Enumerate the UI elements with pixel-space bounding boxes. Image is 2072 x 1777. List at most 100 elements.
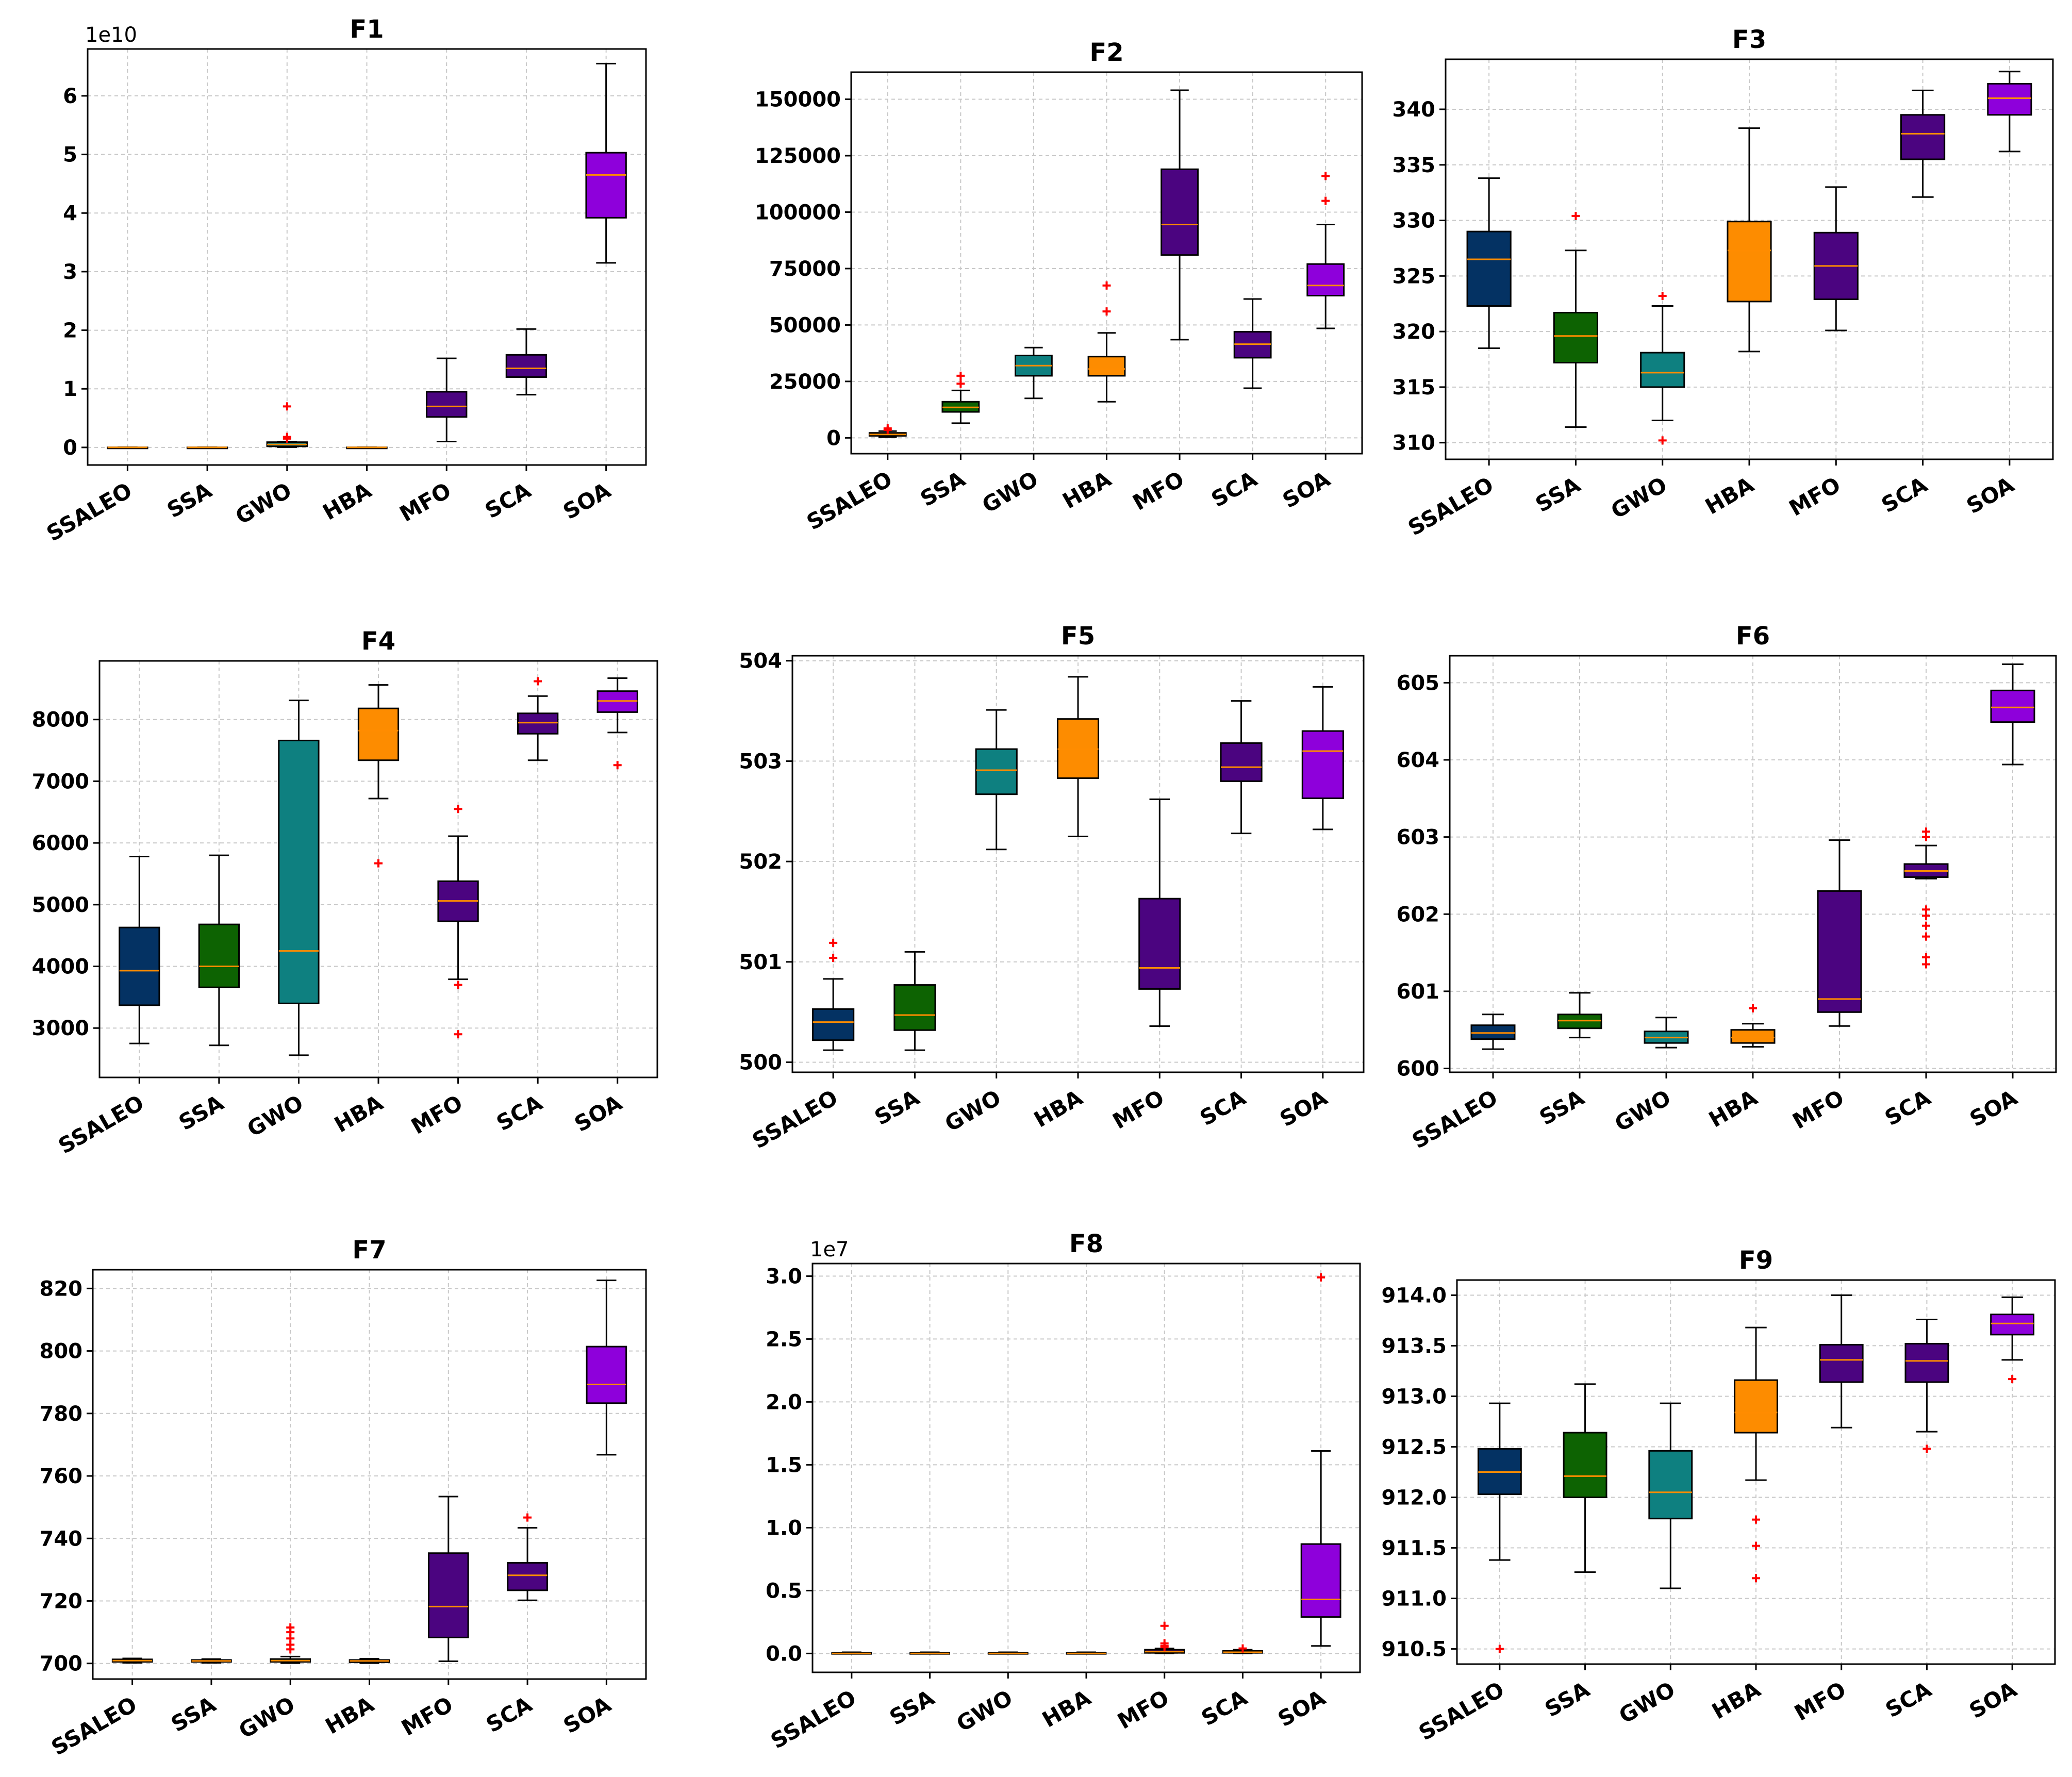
y-tick-label: 125000 [755, 144, 841, 168]
outlier [454, 1030, 462, 1039]
box-soa [1987, 71, 2032, 153]
subplot-f5: 500 501 502 503 504 SSALEO SSA GWO HBA MFO SCA SOA F… [739, 622, 1365, 1154]
box-sca [1903, 827, 1949, 969]
outlier [286, 1623, 295, 1632]
box-body [426, 391, 468, 418]
x-tick-label: GWO [1611, 1085, 1675, 1137]
y-tick-label: 2.0 [766, 1390, 802, 1414]
outlier [2008, 1375, 2017, 1384]
y-tick-label: 780 [40, 1402, 83, 1426]
x-tick-label: SOA [1273, 1685, 1330, 1732]
box-body [1563, 1432, 1607, 1499]
box-gwo [987, 1651, 1029, 1655]
y-tick-label: 602 [1397, 903, 1440, 926]
outlier [1922, 960, 1930, 969]
x-tick-label: SSALEO [42, 477, 136, 546]
outlier [956, 379, 965, 388]
y-tick-label: 3000 [32, 1017, 89, 1040]
box-sca [1900, 89, 1946, 198]
y-tick-label: 100000 [755, 201, 841, 224]
y-tick-label: 8000 [32, 708, 89, 732]
box-mfo [1144, 1621, 1185, 1654]
y-tick-label: 5 [63, 143, 77, 167]
box-body [1734, 1379, 1778, 1434]
x-tick-label: SOA [1965, 1085, 2021, 1132]
outlier [1238, 1644, 1247, 1653]
y-tick-label: 820 [40, 1277, 83, 1301]
box-body [812, 1008, 855, 1041]
x-tick-label: MFO [1129, 466, 1188, 516]
x-tick-label: HBA [330, 1090, 387, 1138]
x-tick-label: HBA [1704, 1085, 1762, 1133]
y-tick-label: 3 [63, 260, 77, 284]
box-body [278, 739, 320, 1004]
x-tick-label: SSA [1540, 1676, 1594, 1722]
box-body [1987, 82, 2032, 116]
outlier [1922, 911, 1930, 920]
box-gwo [266, 402, 308, 448]
box-body [1817, 890, 1862, 1013]
box-soa [1990, 1296, 2035, 1384]
box-ssaleo [1466, 177, 1512, 349]
y-tick-label: 700 [40, 1652, 83, 1676]
x-tick-label: SSALEO [802, 466, 896, 535]
y-tick-label: 0 [826, 426, 841, 450]
box-body [1138, 898, 1181, 990]
x-tick-label: SSA [1535, 1085, 1589, 1130]
box-mfo [426, 357, 468, 443]
box-body [357, 707, 400, 761]
subplot-f9: 910.5 911.0 911.5 912.0 912.5 913.0 913.5 914.0… [1381, 1246, 2056, 1746]
box-sca [505, 328, 548, 396]
y-tick-label: 325 [1393, 264, 1436, 288]
subplot-title: F2 [1089, 38, 1123, 67]
box-soa [1300, 1273, 1341, 1647]
outlier [1321, 172, 1330, 180]
y-tick-label: 50000 [769, 313, 841, 337]
box-hba [357, 684, 400, 868]
outlier [1752, 1515, 1760, 1524]
box-body [1727, 221, 1772, 303]
x-tick-label: HBA [1038, 1685, 1095, 1733]
box-mfo [1138, 798, 1181, 1027]
box-mfo [427, 1496, 469, 1662]
subplot-title: F6 [1736, 622, 1770, 651]
outlier [1752, 1541, 1760, 1550]
box-soa [585, 62, 627, 264]
y-tick-label: 502 [739, 850, 783, 874]
box-body [427, 1552, 469, 1638]
outlier [829, 954, 838, 962]
box-ssa [1563, 1383, 1607, 1573]
x-tick-label: GWO [1615, 1676, 1679, 1729]
y-tick-label: 3.0 [766, 1265, 802, 1288]
x-tick-label: SOA [570, 1090, 626, 1137]
box-ssa [1553, 211, 1599, 428]
box-body [198, 923, 240, 988]
box-gwo [270, 1623, 311, 1664]
x-tick-label: SCA [1196, 1085, 1250, 1131]
box-sca [1220, 700, 1263, 835]
box-hba [1056, 676, 1100, 837]
box-body [1220, 742, 1263, 782]
x-tick-label: SSA [916, 466, 970, 511]
y-tick-label: 912.5 [1381, 1435, 1447, 1459]
subplot-title: F7 [352, 1236, 386, 1265]
box-body [1306, 263, 1345, 296]
x-tick-label: HBA [1058, 466, 1116, 514]
y-tick-label: 601 [1397, 980, 1440, 1004]
box-ssa [893, 951, 936, 1051]
x-tick-label: SSA [167, 1691, 221, 1737]
outlier [1160, 1639, 1169, 1648]
box-body [1904, 1343, 1949, 1383]
x-tick-label: SSALEO [1404, 472, 1498, 541]
x-tick-label: HBA [319, 477, 376, 525]
subplot-title: F3 [1732, 25, 1766, 54]
box-body [119, 926, 160, 1006]
outlier [829, 938, 838, 947]
x-tick-label: MFO [1785, 472, 1845, 521]
box-hba [349, 1658, 390, 1664]
box-body [517, 712, 559, 735]
box-body [507, 1562, 548, 1591]
box-body [586, 1346, 627, 1404]
box-gwo [1640, 292, 1685, 445]
y-tick-label: 912.0 [1381, 1486, 1447, 1510]
